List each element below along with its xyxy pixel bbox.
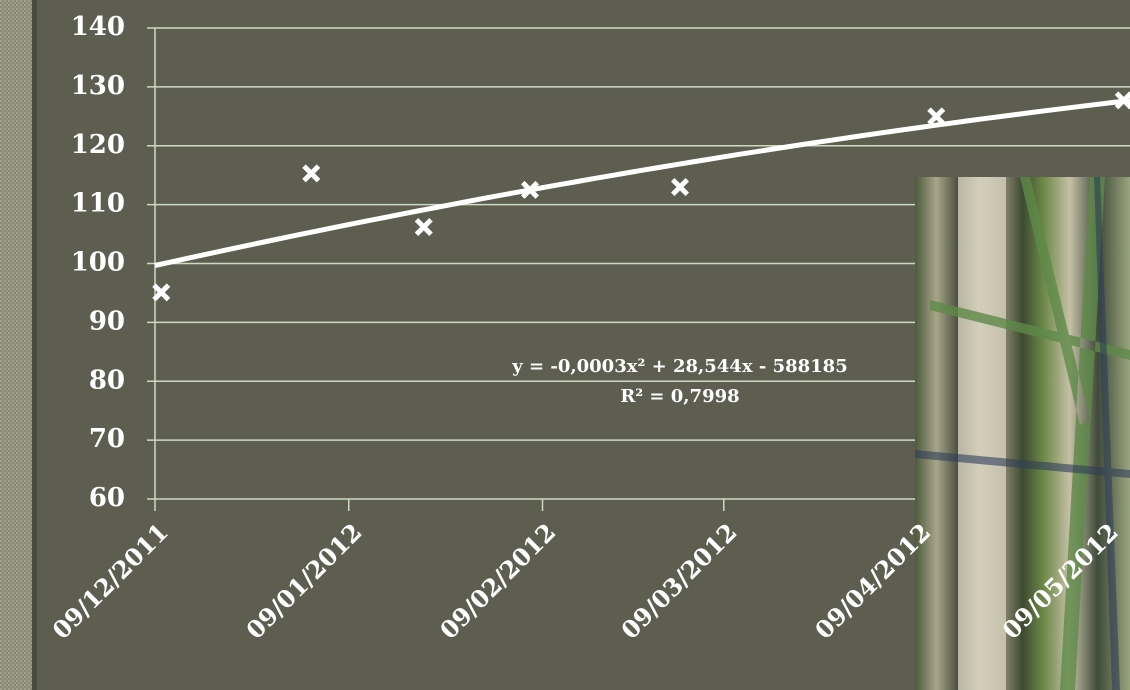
y-tick-label: 120: [71, 130, 125, 160]
equation: y = -0,0003x² + 28,544x - 588185: [511, 356, 847, 377]
r-squared: R² = 0,7998: [620, 386, 739, 407]
photo-stalk: [958, 177, 1006, 690]
photo-leaves: [930, 177, 1130, 690]
y-tick-label: 100: [71, 248, 125, 278]
data-point: [1114, 91, 1130, 110]
x-tick-label: 09/01/2012: [240, 517, 367, 644]
data-point: [152, 283, 171, 302]
data-point: [927, 107, 946, 126]
y-tick-label: 140: [71, 12, 125, 42]
side-border: [32, 0, 37, 690]
y-tick-label: 80: [89, 365, 125, 395]
x-tick-label: 09/03/2012: [615, 517, 742, 644]
y-tick-label: 60: [89, 483, 125, 513]
data-point: [414, 217, 433, 236]
x-tick-label: 09/12/2011: [46, 517, 173, 644]
x-tick-label: 09/02/2012: [434, 517, 561, 644]
sugarcane-photo: [915, 177, 1130, 690]
y-tick-label: 110: [71, 189, 125, 219]
trendline: [154, 98, 1130, 268]
y-tick-label: 90: [89, 306, 125, 336]
data-point: [302, 164, 321, 183]
y-tick-label: 130: [71, 71, 125, 101]
side-strip: [0, 0, 32, 690]
data-point: [521, 180, 539, 199]
y-tick-label: 70: [89, 424, 125, 454]
data-point: [671, 177, 689, 196]
